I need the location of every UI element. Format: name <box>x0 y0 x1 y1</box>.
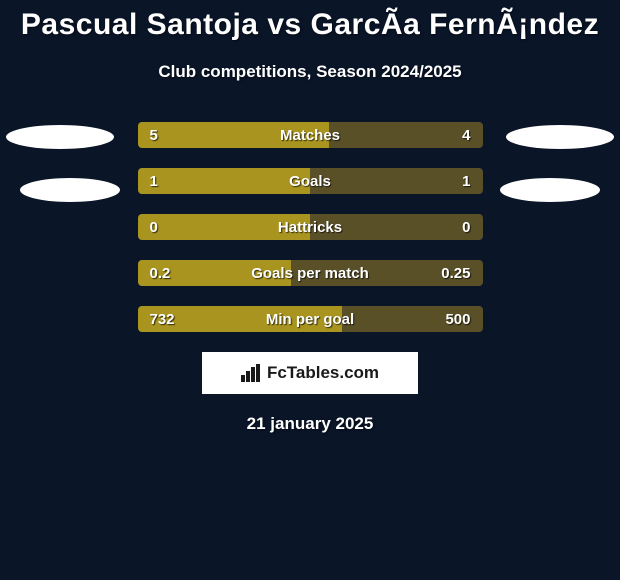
stat-row-hattricks: 0 Hattricks 0 <box>138 214 483 240</box>
stat-label: Matches <box>280 127 340 144</box>
stat-value-right: 1 <box>462 173 470 190</box>
logo-text: FcTables.com <box>267 363 379 383</box>
stat-label: Goals <box>289 173 331 190</box>
stat-row-goals: 1 Goals 1 <box>138 168 483 194</box>
comparison-title: Pascual Santoja vs GarcÃ­a FernÃ¡ndez <box>0 8 620 42</box>
stat-value-right: 0.25 <box>441 265 470 282</box>
date-text: 21 january 2025 <box>0 414 620 434</box>
stat-value-left: 0 <box>150 219 158 236</box>
stats-section: 5 Matches 4 1 Goals 1 0 Hattri <box>0 122 620 332</box>
season-subtitle: Club competitions, Season 2024/2025 <box>0 62 620 82</box>
stat-value-left: 0.2 <box>150 265 171 282</box>
stat-value-left: 732 <box>150 311 175 328</box>
stat-label: Goals per match <box>251 265 369 282</box>
stat-value-left: 5 <box>150 127 158 144</box>
stat-row-min-per-goal: 732 Min per goal 500 <box>138 306 483 332</box>
stat-label: Hattricks <box>278 219 342 236</box>
stat-value-right: 0 <box>462 219 470 236</box>
stat-value-right: 500 <box>445 311 470 328</box>
bar-chart-icon <box>241 364 261 382</box>
stat-value-right: 4 <box>462 127 470 144</box>
stat-value-left: 1 <box>150 173 158 190</box>
stat-row-matches: 5 Matches 4 <box>138 122 483 148</box>
fctables-logo: FcTables.com <box>202 352 418 394</box>
stat-label: Min per goal <box>266 311 354 328</box>
stat-row-goals-per-match: 0.2 Goals per match 0.25 <box>138 260 483 286</box>
